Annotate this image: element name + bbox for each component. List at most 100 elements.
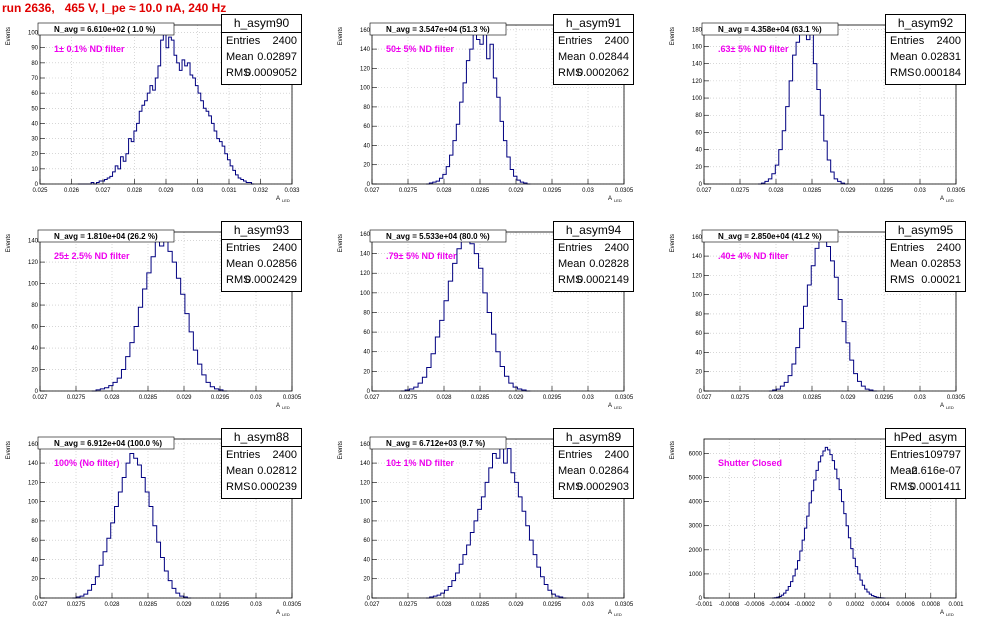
x-tick-label: 0 bbox=[828, 602, 832, 608]
x-tick-label: 0.0305 bbox=[283, 395, 302, 401]
x-tick-label: 0.0275 bbox=[399, 602, 418, 608]
x-tick-label: 0.0285 bbox=[471, 395, 490, 401]
stats-value: 2400 bbox=[936, 242, 961, 254]
x-tick-label: 0.0285 bbox=[803, 188, 822, 194]
x-tick-label: 0.001 bbox=[948, 602, 964, 608]
x-axis-title-subscript: LED bbox=[946, 198, 954, 203]
x-axis-title: A bbox=[276, 610, 280, 616]
stats-key: RMS bbox=[226, 274, 251, 286]
navg-box bbox=[37, 436, 175, 450]
y-tick-label: 60 bbox=[363, 124, 370, 130]
x-tick-label: 0.027 bbox=[95, 188, 111, 194]
stats-value: 0.02864 bbox=[589, 465, 629, 477]
x-tick-label: 0.0305 bbox=[947, 395, 966, 401]
stats-value: 0.000239 bbox=[251, 481, 297, 493]
histogram-plot: 0.027 0.0275 0.028 0.0285 0.029 0.0295 0.03 0.0… bbox=[6, 229, 302, 410]
x-tick-label: 0.029 bbox=[176, 395, 192, 401]
x-tick-label: 0.029 bbox=[508, 188, 524, 194]
histogram-plot: 0.027 0.0275 0.028 0.0285 0.029 0.0295 0.03 0.0… bbox=[338, 22, 634, 203]
x-tick-label: 0.028 bbox=[768, 188, 784, 194]
navg-box bbox=[369, 229, 507, 243]
x-tick-label: 0.029 bbox=[508, 395, 524, 401]
y-tick-label: 160 bbox=[692, 235, 703, 241]
y-tick-label: 160 bbox=[360, 232, 371, 238]
y-tick-label: 5000 bbox=[689, 476, 703, 482]
x-tick-label: 0.029 bbox=[176, 602, 192, 608]
x-axis-title: A bbox=[940, 196, 944, 202]
stats-key: Entries bbox=[890, 35, 925, 47]
stats-key: RMS bbox=[558, 67, 583, 79]
y-tick-label: 30 bbox=[31, 137, 38, 143]
filter-annotation: 25± 2.5% ND filter bbox=[54, 251, 130, 261]
navg-label: N_avg = 1.810e+04 (26.2 %) bbox=[54, 232, 158, 241]
histogram-series bbox=[77, 32, 255, 185]
x-tick-label: 0.0002 bbox=[846, 602, 865, 608]
y-tick-label: 20 bbox=[695, 165, 702, 171]
x-tick-label: 0.033 bbox=[284, 188, 300, 194]
x-tick-label: 0.027 bbox=[364, 395, 380, 401]
y-tick-label: 0 bbox=[367, 182, 371, 188]
stats-box: h_asym95 Entries 2400 Mean 0.02853 RMS 0.00021 bbox=[885, 221, 966, 292]
y-tick-label: 120 bbox=[28, 480, 39, 486]
x-tick-label: 0.0295 bbox=[543, 602, 562, 608]
histogram-panel-h_asym92: 0.027 0.0275 0.028 0.0285 0.029 0.0295 0.03 0.0… bbox=[664, 8, 996, 215]
x-tick-label: 0.0285 bbox=[139, 395, 158, 401]
y-axis-title: Events bbox=[338, 27, 344, 45]
filter-annotation: 10± 1% ND filter bbox=[386, 458, 454, 468]
x-tick-label: 0.029 bbox=[158, 188, 174, 194]
stats-value: 0.02897 bbox=[257, 51, 297, 63]
stats-value: 0.0002903 bbox=[577, 481, 629, 493]
y-tick-label: 0 bbox=[367, 596, 371, 602]
y-tick-label: 100 bbox=[360, 500, 371, 506]
stats-value: 2400 bbox=[272, 35, 297, 47]
x-tick-label: 0.0285 bbox=[471, 602, 490, 608]
x-axis-title: A bbox=[608, 403, 612, 409]
y-tick-label: 140 bbox=[28, 461, 39, 467]
x-tick-label: 0.027 bbox=[696, 188, 712, 194]
y-tick-label: 4000 bbox=[689, 500, 703, 506]
stats-key: Mean bbox=[890, 465, 918, 477]
x-tick-label: 0.027 bbox=[364, 602, 380, 608]
y-axis-title: Events bbox=[6, 441, 12, 459]
x-tick-label: 0.0008 bbox=[922, 602, 941, 608]
filter-annotation: .40± 4% ND filter bbox=[718, 251, 789, 261]
y-tick-label: 80 bbox=[31, 519, 38, 525]
y-tick-label: 140 bbox=[360, 252, 371, 258]
histogram-series bbox=[772, 446, 886, 599]
stats-value: -2.616e-07 bbox=[907, 465, 961, 477]
y-tick-label: 160 bbox=[692, 44, 703, 50]
x-tick-label: 0.027 bbox=[696, 395, 712, 401]
x-tick-label: 0.0295 bbox=[211, 602, 230, 608]
x-axis-title-subscript: LED bbox=[946, 612, 954, 617]
y-tick-label: 10 bbox=[31, 167, 38, 173]
filter-annotation: 50± 5% ND filter bbox=[386, 44, 454, 54]
stats-histogram-name: h_asym95 bbox=[886, 222, 965, 240]
x-tick-label: 0.028 bbox=[436, 602, 452, 608]
histogram-plot: 0.025 0.026 0.027 0.028 0.029 0.03 0.031 0.032 0… bbox=[6, 22, 300, 203]
histogram-series bbox=[426, 29, 531, 185]
stats-key: RMS bbox=[890, 67, 915, 79]
stats-box: h_asym88 Entries 2400 Mean 0.02812 RMS 0.00023… bbox=[221, 428, 302, 499]
y-tick-label: 20 bbox=[363, 577, 370, 583]
y-tick-label: 70 bbox=[31, 76, 38, 82]
stats-key: Entries bbox=[226, 449, 261, 461]
stats-histogram-name: h_asym91 bbox=[554, 15, 633, 33]
x-tick-label: 0.03 bbox=[914, 395, 926, 401]
stats-key: RMS bbox=[558, 481, 583, 493]
y-tick-label: 2000 bbox=[689, 548, 703, 554]
stats-key: Entries bbox=[890, 449, 925, 461]
x-tick-label: 0.027 bbox=[364, 188, 380, 194]
y-tick-label: 80 bbox=[31, 61, 38, 67]
x-tick-label: -0.0002 bbox=[795, 602, 816, 608]
stats-box: h_asym89 Entries 2400 Mean 0.02864 RMS 0.00029… bbox=[553, 428, 634, 499]
x-tick-label: 0.028 bbox=[436, 188, 452, 194]
histogram-panel-hPed_asym: -0.001 -0.0008 -0.0006 -0.0004 -0.0002 0 0.000… bbox=[664, 422, 996, 629]
x-tick-label: 0.027 bbox=[32, 395, 48, 401]
x-tick-label: 0.0295 bbox=[543, 188, 562, 194]
histogram-panel-h_asym93: 0.027 0.0275 0.028 0.0285 0.029 0.0295 0.03 0.0… bbox=[0, 215, 332, 422]
y-tick-label: 140 bbox=[692, 254, 703, 260]
x-tick-label: 0.0275 bbox=[399, 395, 418, 401]
y-tick-label: 40 bbox=[363, 143, 370, 149]
y-tick-label: 60 bbox=[363, 538, 370, 544]
